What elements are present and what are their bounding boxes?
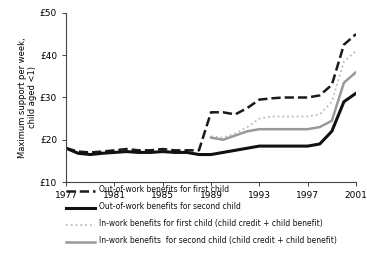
Out-of-work benefits for first child xyxy=(293,96,298,99)
Out-of-work benefits for second child xyxy=(112,151,117,154)
In-work benefits for first child (child credit + child benefit) xyxy=(342,60,346,63)
In-work benefits  for second child (child credit + child benefit) xyxy=(269,128,274,131)
In-work benefits  for second child (child credit + child benefit) xyxy=(342,81,346,84)
Out-of-work benefits for second child xyxy=(172,151,177,154)
Out-of-work benefits for second child xyxy=(281,145,286,148)
In-work benefits  for second child (child credit + child benefit) xyxy=(305,128,310,131)
In-work benefits  for second child (child credit + child benefit) xyxy=(317,126,322,129)
Out-of-work benefits for second child xyxy=(221,151,225,154)
Out-of-work benefits for first child xyxy=(221,111,225,114)
In-work benefits for first child (child credit + child benefit) xyxy=(354,49,358,53)
Text: Out-of-work benefits for second child: Out-of-work benefits for second child xyxy=(99,202,241,211)
In-work benefits  for second child (child credit + child benefit) xyxy=(257,128,262,131)
Y-axis label: Maximum support per week,
child aged <1): Maximum support per week, child aged <1) xyxy=(18,37,37,158)
In-work benefits for first child (child credit + child benefit) xyxy=(269,115,274,118)
In-work benefits  for second child (child credit + child benefit) xyxy=(281,128,286,131)
Out-of-work benefits for first child xyxy=(148,149,153,152)
Out-of-work benefits for second child xyxy=(76,152,80,155)
Out-of-work benefits for first child xyxy=(281,96,286,99)
Out-of-work benefits for first child xyxy=(330,83,334,86)
Out-of-work benefits for first child xyxy=(100,150,105,153)
In-work benefits for first child (child credit + child benefit) xyxy=(221,136,225,139)
Out-of-work benefits for first child xyxy=(342,43,346,46)
Out-of-work benefits for second child xyxy=(354,92,358,95)
Out-of-work benefits for second child xyxy=(233,149,237,152)
In-work benefits  for second child (child credit + child benefit) xyxy=(293,128,298,131)
Text: Out-of-work benefits for first child: Out-of-work benefits for first child xyxy=(99,185,229,194)
Out-of-work benefits for first child xyxy=(136,149,141,152)
Out-of-work benefits for second child xyxy=(317,142,322,146)
In-work benefits  for second child (child credit + child benefit) xyxy=(245,130,250,133)
In-work benefits  for second child (child credit + child benefit) xyxy=(330,119,334,122)
Out-of-work benefits for second child xyxy=(185,151,189,154)
Out-of-work benefits for first child xyxy=(88,151,92,154)
Out-of-work benefits for second child xyxy=(64,147,68,150)
Out-of-work benefits for second child xyxy=(293,145,298,148)
Text: In-work benefits  for second child (child credit + child benefit): In-work benefits for second child (child… xyxy=(99,236,337,245)
In-work benefits for first child (child credit + child benefit) xyxy=(317,113,322,116)
Out-of-work benefits for second child xyxy=(209,153,213,156)
Out-of-work benefits for first child xyxy=(64,147,68,150)
Out-of-work benefits for second child xyxy=(124,150,129,153)
In-work benefits for first child (child credit + child benefit) xyxy=(257,117,262,120)
Line: Out-of-work benefits for first child: Out-of-work benefits for first child xyxy=(66,34,356,152)
Out-of-work benefits for second child xyxy=(160,150,165,153)
Out-of-work benefits for first child xyxy=(245,107,250,110)
Out-of-work benefits for first child xyxy=(172,149,177,152)
Out-of-work benefits for second child xyxy=(88,153,92,156)
Out-of-work benefits for first child xyxy=(269,97,274,100)
In-work benefits for first child (child credit + child benefit) xyxy=(245,126,250,129)
Out-of-work benefits for first child xyxy=(112,149,117,152)
In-work benefits  for second child (child credit + child benefit) xyxy=(233,134,237,137)
Out-of-work benefits for first child xyxy=(317,94,322,97)
In-work benefits  for second child (child credit + child benefit) xyxy=(209,136,213,139)
Out-of-work benefits for second child xyxy=(305,145,310,148)
Out-of-work benefits for first child xyxy=(257,98,262,101)
Out-of-work benefits for second child xyxy=(269,145,274,148)
Out-of-work benefits for second child xyxy=(197,153,201,156)
In-work benefits for first child (child credit + child benefit) xyxy=(330,100,334,103)
Line: In-work benefits for first child (child credit + child benefit): In-work benefits for first child (child … xyxy=(211,51,356,138)
In-work benefits for first child (child credit + child benefit) xyxy=(281,115,286,118)
In-work benefits  for second child (child credit + child benefit) xyxy=(354,70,358,74)
Out-of-work benefits for second child xyxy=(257,145,262,148)
Out-of-work benefits for first child xyxy=(197,149,201,152)
Out-of-work benefits for second child xyxy=(245,147,250,150)
In-work benefits for first child (child credit + child benefit) xyxy=(305,115,310,118)
Out-of-work benefits for second child xyxy=(148,151,153,154)
In-work benefits  for second child (child credit + child benefit) xyxy=(221,138,225,141)
Out-of-work benefits for first child xyxy=(160,147,165,151)
Line: Out-of-work benefits for second child: Out-of-work benefits for second child xyxy=(66,93,356,154)
Out-of-work benefits for first child xyxy=(233,113,237,116)
Out-of-work benefits for first child xyxy=(209,111,213,114)
Out-of-work benefits for first child xyxy=(185,149,189,152)
Line: In-work benefits  for second child (child credit + child benefit): In-work benefits for second child (child… xyxy=(211,72,356,140)
Out-of-work benefits for second child xyxy=(136,151,141,154)
Out-of-work benefits for second child xyxy=(100,152,105,155)
In-work benefits for first child (child credit + child benefit) xyxy=(233,132,237,135)
Out-of-work benefits for second child xyxy=(342,100,346,103)
Out-of-work benefits for first child xyxy=(124,147,129,151)
Text: In-work benefits for first child (child credit + child benefit): In-work benefits for first child (child … xyxy=(99,219,323,228)
In-work benefits for first child (child credit + child benefit) xyxy=(209,135,213,138)
Out-of-work benefits for first child xyxy=(76,150,80,153)
Out-of-work benefits for first child xyxy=(354,32,358,36)
Out-of-work benefits for first child xyxy=(305,96,310,99)
Out-of-work benefits for second child xyxy=(330,130,334,133)
In-work benefits for first child (child credit + child benefit) xyxy=(293,115,298,118)
